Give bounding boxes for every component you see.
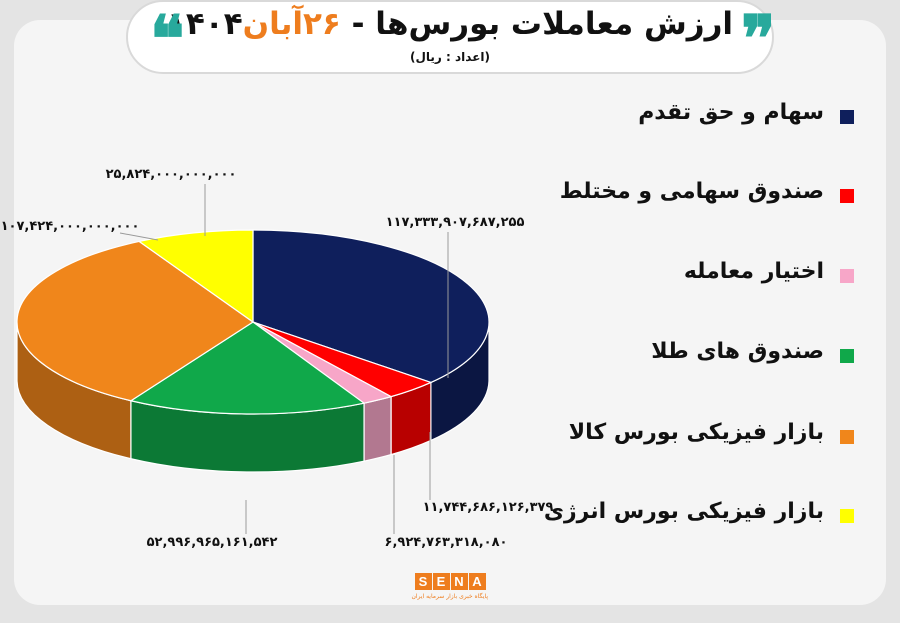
logo-letter-2: N xyxy=(450,573,468,590)
pie-slice-3 xyxy=(129,321,366,415)
legend-swatch-0 xyxy=(840,110,854,124)
leader-line-4 xyxy=(119,232,159,241)
value-label-2: ۶,۹۲۴,۷۶۳,۳۱۸,۰۸۰ xyxy=(385,535,508,550)
legend-item-2: اختیار معامله xyxy=(554,259,854,293)
title-main: ارزش معاملات بورس‌ها - xyxy=(340,6,734,42)
legend-label-0: سهام و حق تقدم xyxy=(638,100,824,125)
value-label-0: ۱۱۷,۳۳۳,۹۰۷,۶۸۷,۲۵۵ xyxy=(386,215,525,230)
units-subtitle: (اعداد : ریال) xyxy=(410,50,490,64)
legend-label-5: بازار فیزیکی بورس انرژی xyxy=(543,499,824,524)
pie-side-2 xyxy=(363,395,392,462)
legend-swatch-3 xyxy=(840,349,854,363)
title-year: ۱۴۰۴ xyxy=(166,6,243,42)
value-label-5: ۲۵,۸۲۴,۰۰۰,۰۰۰,۰۰۰ xyxy=(106,167,237,182)
legend-swatch-1 xyxy=(840,189,854,203)
value-label-1: ۱۱,۷۴۴,۶۸۶,۱۲۶,۳۷۹ xyxy=(423,500,554,515)
pie-slice-4 xyxy=(16,240,255,402)
legend-item-4: بازار فیزیکی بورس کالا xyxy=(554,420,854,454)
logo-caption: پایگاه خبری بازار سرمایه ایران xyxy=(411,593,488,600)
page-title: ارزش معاملات بورس‌ها - ۲۶آبان۱۴۰۴ xyxy=(128,6,772,42)
logo-letter-1: E xyxy=(432,573,450,590)
title-date: ۲۶آبان xyxy=(242,6,341,42)
legend-item-1: صندوق سهامی و مختلط xyxy=(554,179,854,213)
quote-open-icon: ❞ xyxy=(741,2,776,77)
title-banner: ارزش معاملات بورس‌ها - ۲۶آبان۱۴۰۴ (اعداد… xyxy=(126,0,774,74)
pie-slice-0 xyxy=(252,229,490,384)
quote-close-icon: ❝ xyxy=(150,2,185,77)
logo-letter-0: S xyxy=(414,573,432,590)
legend-label-1: صندوق سهامی و مختلط xyxy=(559,179,824,204)
legend-swatch-2 xyxy=(840,269,854,283)
value-label-3: ۵۲,۹۹۶,۹۶۵,۱۶۱,۵۴۲ xyxy=(147,535,278,550)
pie-slice-5 xyxy=(137,229,254,324)
legend-swatch-4 xyxy=(840,430,854,444)
legend-label-2: اختیار معامله xyxy=(683,259,824,284)
legend-item-3: صندوق های طلا xyxy=(554,339,854,373)
legend-label-3: صندوق های طلا xyxy=(651,339,824,364)
legend-item-5: بازار فیزیکی بورس انرژی xyxy=(544,499,854,533)
logo-letter-3: A xyxy=(468,573,486,590)
legend-item-0: سهام و حق تقدم xyxy=(554,100,854,134)
value-label-4: ۱۰۷,۴۲۴,۰۰۰,۰۰۰,۰۰۰ xyxy=(1,219,140,234)
legend-swatch-5 xyxy=(840,509,854,523)
legend-label-4: بازار فیزیکی بورس کالا xyxy=(568,420,824,445)
